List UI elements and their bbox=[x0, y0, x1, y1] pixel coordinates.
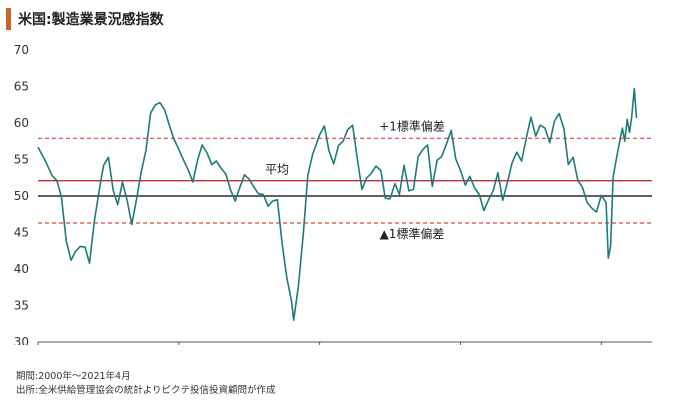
reference-line-label: 平均 bbox=[265, 163, 289, 177]
title-accent-bar bbox=[6, 8, 11, 30]
y-tick-label: 35 bbox=[14, 299, 29, 313]
y-tick-label: 70 bbox=[14, 43, 29, 57]
reference-lines bbox=[38, 137, 652, 224]
y-tick-label: 45 bbox=[14, 226, 29, 240]
y-tick-label: 65 bbox=[14, 80, 29, 94]
y-tick-label: 30 bbox=[14, 335, 29, 345]
y-tick-label: 60 bbox=[14, 116, 29, 130]
period-footnote: 期間:2000年〜2021年4月 bbox=[16, 371, 131, 382]
x-axis-ticks: 20002005201020152020 bbox=[37, 341, 652, 345]
reference-line-label: +1標準偏差 bbox=[379, 118, 445, 133]
y-tick-label: 40 bbox=[14, 262, 29, 276]
y-axis-ticks: 30 35 40 45 50 55 60 65 70 bbox=[14, 43, 29, 345]
reference-line-label: ▲1標準偏差 bbox=[380, 226, 445, 241]
source-footnote: 出所:全米供給管理協会の統計よりピクテ投信投資顧問が作成 bbox=[16, 385, 276, 396]
series-line bbox=[37, 87, 638, 321]
y-tick-label: 50 bbox=[14, 189, 29, 203]
y-tick-label: 55 bbox=[14, 153, 29, 167]
chart-title: 米国:製造業景況感指数 bbox=[18, 12, 164, 28]
series-group bbox=[37, 87, 638, 321]
